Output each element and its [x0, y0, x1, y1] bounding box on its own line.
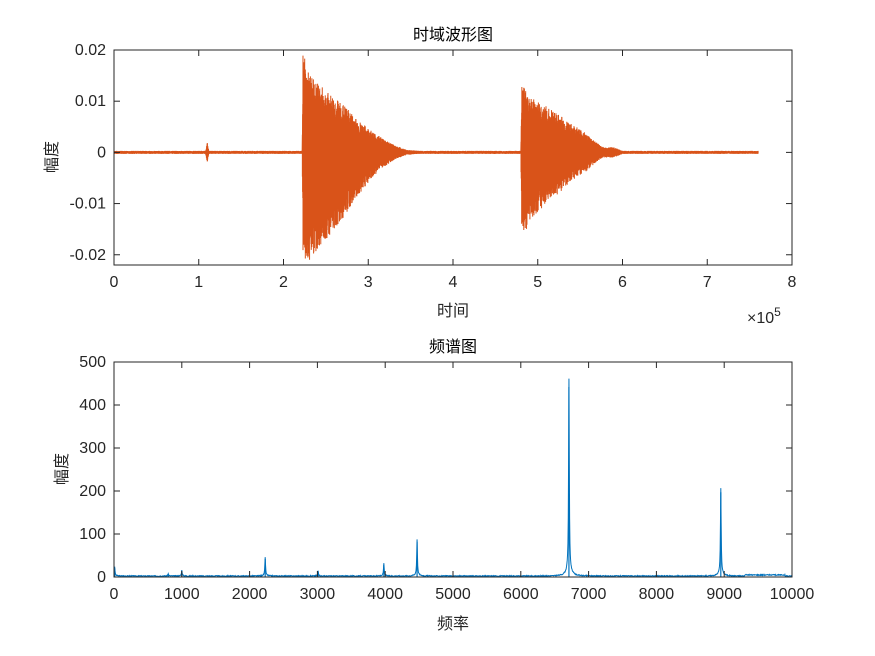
- time-plot-frame: [113, 49, 793, 266]
- time-xtick-label: 2: [279, 274, 288, 291]
- spectrum-ytick-label: 200: [79, 483, 106, 500]
- time-xtick-label: 5: [533, 274, 542, 291]
- time-plot-ylabel: 幅度: [42, 141, 61, 173]
- time-plot-xlabel: 时间: [437, 301, 469, 320]
- spectrum-xtick-label: 8000: [639, 586, 675, 603]
- spectrum-xtick-label: 2000: [232, 586, 268, 603]
- spectrum-xtick-label: 6000: [503, 586, 539, 603]
- time-xtick-label: 7: [703, 274, 712, 291]
- spectrum-ytick-label: 400: [79, 397, 106, 414]
- spectrum-plot-ylabel: 幅度: [52, 453, 71, 485]
- spectrum-ytick-label: 300: [79, 440, 106, 457]
- spectrum-xtick-label: 5000: [435, 586, 471, 603]
- spectrum-plot-frame: [113, 361, 793, 578]
- time-xtick-label: 8: [788, 274, 797, 291]
- spectrum-series: [113, 378, 793, 578]
- time-ytick-label: -0.02: [70, 247, 107, 264]
- spectrum-ytick-label: 0: [97, 569, 106, 586]
- time-ytick-label: -0.01: [70, 196, 107, 213]
- time-xtick-label: 6: [618, 274, 627, 291]
- spectrum-xtick-label: 3000: [300, 586, 336, 603]
- spectrum-xtick-label: 10000: [770, 586, 815, 603]
- spectrum-xtick-label: 4000: [367, 586, 403, 603]
- spectrum-xtick-label: 9000: [706, 586, 742, 603]
- waveform-line: [113, 55, 759, 260]
- time-xtick-label: 0: [110, 274, 119, 291]
- spectrum-xtick-label: 1000: [164, 586, 200, 603]
- spectrum-plot: 频谱图 0 1000 2000 3000 4000 5000 6000 7000 8000 900…: [52, 337, 814, 633]
- spectrum-plot-xlabel: 频率: [437, 614, 469, 633]
- spectrum-plot-title: 频谱图: [429, 337, 477, 356]
- time-plot-title: 时域波形图: [413, 25, 493, 44]
- time-ytick-label: 0: [97, 144, 106, 161]
- time-ytick-label: 0.01: [75, 93, 106, 110]
- spectrum-ytick-label: 100: [79, 526, 106, 543]
- time-xtick-label: 1: [194, 274, 203, 291]
- time-xtick-label: 3: [364, 274, 373, 291]
- time-ytick-label: 0.02: [75, 42, 106, 59]
- x-exponent-label: ×105: [747, 305, 781, 327]
- time-plot-ticks: 0 1 2 3 4 5 6 7 8 -0.02 -0.01 0 0.01 0.02: [70, 42, 797, 291]
- spectrum-line: [113, 378, 793, 578]
- spectrum-ytick-label: 500: [79, 354, 106, 371]
- time-xtick-label: 4: [449, 274, 458, 291]
- time-domain-plot: 时域波形图 0 1 2 3 4 5 6 7 8 -0.02 -0.01 0 0.01 0.02 时间 幅度…: [42, 25, 797, 327]
- waveform-series: [113, 55, 759, 260]
- spectrum-plot-ticks: 0 1000 2000 3000 4000 5000 6000 7000 8000 9000 100…: [79, 354, 814, 603]
- spectrum-xtick-label: 7000: [571, 586, 607, 603]
- spectrum-xtick-label: 0: [110, 586, 119, 603]
